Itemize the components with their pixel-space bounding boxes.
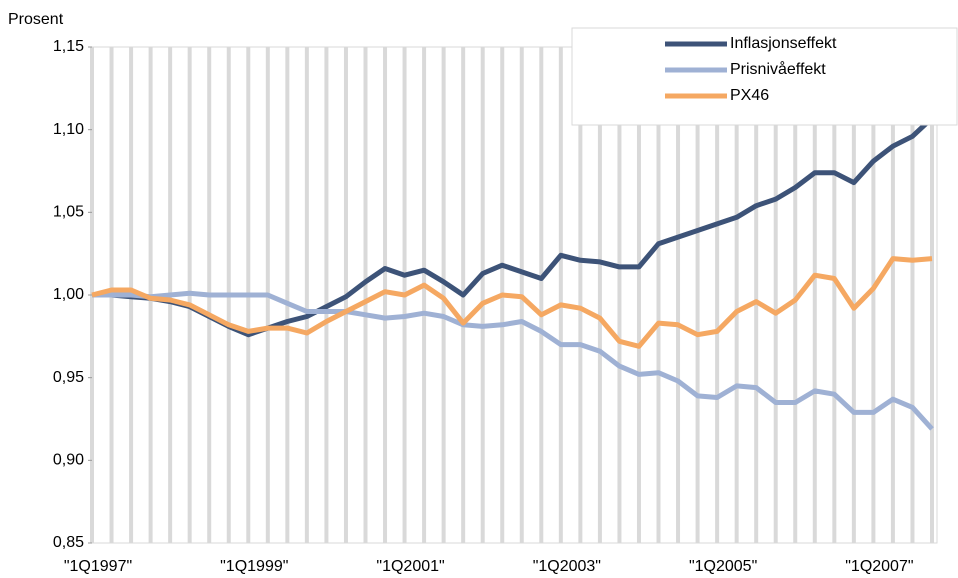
x-tick-label: "1Q1997" xyxy=(64,558,132,575)
x-tick-label: "1Q2005" xyxy=(689,558,757,575)
y-tick-label: 0,90 xyxy=(53,452,84,469)
series-line xyxy=(92,290,934,431)
y-tick-label: 1,15 xyxy=(53,38,84,55)
y-tick-label: 0,95 xyxy=(53,369,84,386)
y-tick-label: 0,85 xyxy=(53,534,84,551)
y-tick-label: 1,00 xyxy=(53,286,84,303)
series-line xyxy=(92,116,934,338)
y-axis-label: Prosent xyxy=(8,11,64,28)
series-line xyxy=(91,256,933,349)
legend-label: Inflasjonseffekt xyxy=(730,35,837,52)
x-tick-label: "1Q2003" xyxy=(533,558,601,575)
legend-box xyxy=(571,27,958,126)
legend-label: PX46 xyxy=(730,87,769,104)
y-tick-label: 1,05 xyxy=(53,204,84,221)
x-tick-label: "1Q1999" xyxy=(220,558,288,575)
y-tick-label: 1,10 xyxy=(53,121,84,138)
x-tick-label: "1Q2007" xyxy=(845,558,913,575)
x-tick-label: "1Q2001" xyxy=(376,558,444,575)
legend-label: Prisnivåeffekt xyxy=(730,60,826,78)
